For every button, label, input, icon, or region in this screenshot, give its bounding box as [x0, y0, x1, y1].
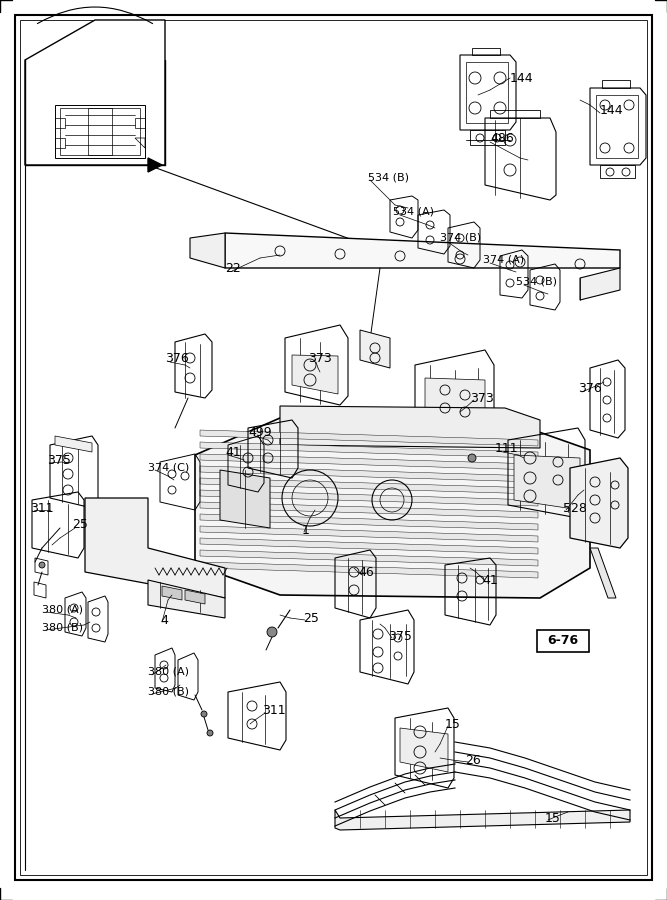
Polygon shape — [55, 436, 92, 452]
Circle shape — [39, 562, 45, 568]
Text: 25: 25 — [303, 611, 319, 625]
Text: 376: 376 — [578, 382, 602, 394]
Polygon shape — [580, 268, 620, 300]
Text: 373: 373 — [470, 392, 494, 404]
Polygon shape — [148, 158, 162, 172]
Text: 534 (A): 534 (A) — [393, 207, 434, 217]
Polygon shape — [200, 550, 538, 566]
Polygon shape — [200, 502, 538, 518]
Polygon shape — [590, 548, 616, 598]
Polygon shape — [200, 454, 538, 470]
Polygon shape — [25, 20, 165, 165]
Polygon shape — [200, 430, 538, 446]
Text: 375: 375 — [47, 454, 71, 466]
Text: 144: 144 — [510, 71, 534, 85]
Polygon shape — [200, 514, 538, 530]
Text: 311: 311 — [262, 704, 285, 716]
Text: 41: 41 — [225, 446, 241, 458]
Polygon shape — [220, 470, 270, 528]
Circle shape — [468, 454, 476, 462]
Text: 4: 4 — [160, 614, 168, 626]
Text: 499: 499 — [248, 427, 271, 439]
Polygon shape — [200, 538, 538, 554]
Polygon shape — [225, 233, 620, 268]
Polygon shape — [425, 378, 485, 436]
Text: 41: 41 — [482, 573, 498, 587]
Polygon shape — [85, 498, 225, 598]
Circle shape — [201, 711, 207, 717]
Polygon shape — [200, 442, 538, 458]
Polygon shape — [200, 466, 538, 482]
Polygon shape — [200, 478, 538, 494]
Text: 380 (B): 380 (B) — [148, 687, 189, 697]
Text: 6-76: 6-76 — [548, 634, 578, 647]
Circle shape — [207, 730, 213, 736]
Polygon shape — [162, 586, 182, 600]
Text: 380 (B): 380 (B) — [42, 623, 83, 633]
Polygon shape — [200, 526, 538, 542]
Text: 46: 46 — [358, 565, 374, 579]
Polygon shape — [514, 455, 580, 510]
Text: 534 (B): 534 (B) — [516, 277, 557, 287]
Bar — [537, 630, 589, 652]
Polygon shape — [400, 728, 448, 772]
Text: 111: 111 — [495, 442, 519, 454]
Polygon shape — [195, 418, 590, 598]
Text: 1: 1 — [302, 524, 310, 536]
Text: 311: 311 — [30, 501, 53, 515]
Polygon shape — [148, 580, 225, 618]
Polygon shape — [190, 233, 225, 268]
Text: 374 (C): 374 (C) — [148, 463, 189, 473]
Text: 534 (B): 534 (B) — [368, 172, 409, 182]
Text: 374 (B): 374 (B) — [440, 233, 481, 243]
Polygon shape — [280, 406, 540, 448]
Text: 374 (A): 374 (A) — [483, 255, 524, 265]
Text: 15: 15 — [545, 812, 561, 824]
Text: 528: 528 — [563, 501, 587, 515]
Text: 15: 15 — [445, 717, 461, 731]
Text: 22: 22 — [225, 262, 241, 274]
Text: 380 (A): 380 (A) — [42, 605, 83, 615]
Polygon shape — [200, 562, 538, 578]
Text: 380 (A): 380 (A) — [148, 667, 189, 677]
Polygon shape — [570, 458, 628, 548]
Polygon shape — [360, 330, 390, 368]
Text: 373: 373 — [308, 352, 331, 365]
Polygon shape — [335, 810, 630, 830]
Polygon shape — [292, 355, 338, 394]
Text: 375: 375 — [388, 629, 412, 643]
Text: 376: 376 — [165, 352, 189, 365]
Text: 26: 26 — [465, 753, 481, 767]
Circle shape — [267, 627, 277, 637]
Text: 25: 25 — [72, 518, 88, 532]
Text: 144: 144 — [600, 104, 624, 116]
Polygon shape — [185, 590, 205, 604]
Text: 486: 486 — [490, 131, 514, 145]
Polygon shape — [200, 490, 538, 506]
